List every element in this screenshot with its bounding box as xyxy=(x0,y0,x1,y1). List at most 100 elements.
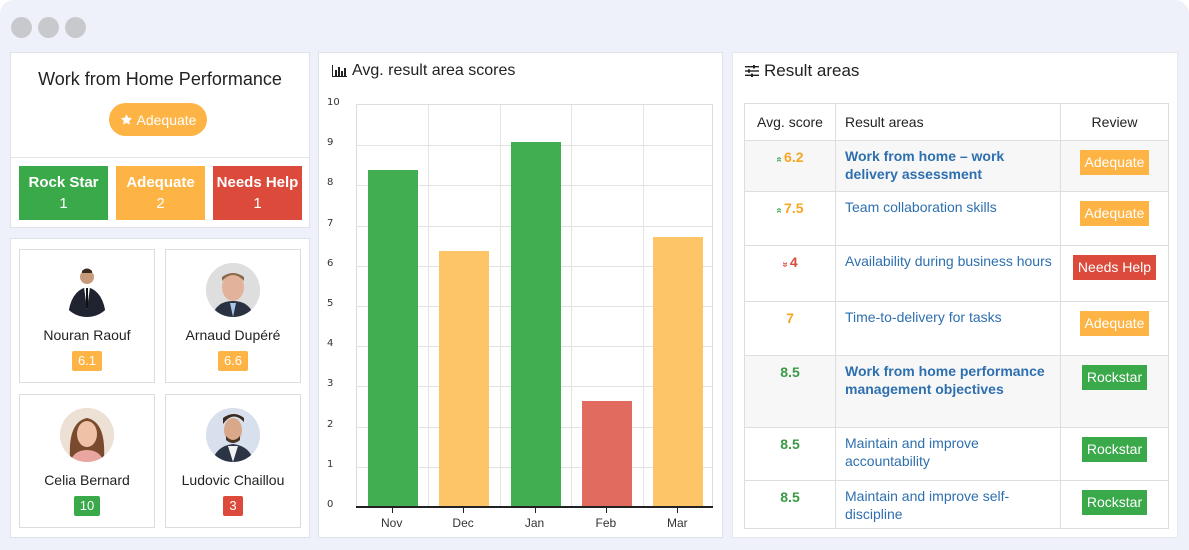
review-badge[interactable]: Rockstar xyxy=(1081,365,1148,390)
counter-value: 1 xyxy=(253,195,262,212)
y-tick-label: 7 xyxy=(327,217,334,229)
rating-counters: Rock Star 1 Adequate 2 Needs Help 1 xyxy=(19,166,302,220)
summary-panel: Work from Home Performance Adequate Rock… xyxy=(10,52,310,228)
y-tick-label: 5 xyxy=(327,298,334,309)
person-name: Nouran Raouf xyxy=(43,327,131,343)
avatar xyxy=(60,263,114,317)
gridline xyxy=(428,105,430,506)
counter-needs-help[interactable]: Needs Help 1 xyxy=(213,166,302,220)
y-tick-label: 4 xyxy=(327,338,334,350)
x-tick xyxy=(534,508,536,513)
y-tick-label: 6 xyxy=(327,257,334,269)
result-area-link[interactable]: Availability during business hours xyxy=(835,245,1061,302)
result-area-link[interactable]: Maintain and improve self-discipline xyxy=(835,480,1061,529)
review-cell: Rockstar xyxy=(1060,427,1169,481)
x-tick-label: Jan xyxy=(524,516,545,530)
column-header-review[interactable]: Review xyxy=(1060,103,1169,141)
bar-feb[interactable] xyxy=(581,401,632,506)
column-header-result-areas[interactable]: Result areas xyxy=(835,103,1061,141)
counter-rock-star[interactable]: Rock Star 1 xyxy=(19,166,108,220)
review-badge[interactable]: Rockstar xyxy=(1081,437,1148,462)
result-areas-panel: Result areas Avg. score Result areas Rev… xyxy=(732,52,1178,538)
person-score-badge: 3 xyxy=(223,496,243,516)
avg-score-value: 6.2 xyxy=(784,149,804,165)
trend-up-icon: » xyxy=(773,156,785,163)
table-row[interactable]: »6.2 Work from home – work delivery asses… xyxy=(744,140,1169,192)
counter-adequate[interactable]: Adequate 2 xyxy=(116,166,205,220)
avg-score-cell: 8.5 xyxy=(744,480,836,529)
avg-score-cell: »6.2 xyxy=(744,140,836,192)
review-cell: Rockstar xyxy=(1060,355,1169,428)
table-row[interactable]: 7 Time-to-delivery for tasks Adequate xyxy=(744,301,1169,356)
result-area-link[interactable]: Maintain and improve accountability xyxy=(835,427,1061,481)
person-score-badge: 10 xyxy=(73,496,101,516)
counter-value: 1 xyxy=(59,195,68,212)
review-cell: Adequate xyxy=(1060,301,1169,356)
person-card[interactable]: Arnaud Dupéré 6.6 xyxy=(165,249,301,383)
bar-chart-icon xyxy=(332,65,347,77)
counter-label: Rock Star xyxy=(28,174,99,191)
review-badge[interactable]: Rockstar xyxy=(1081,490,1148,515)
window-dot-icon[interactable] xyxy=(65,17,86,38)
counter-label: Needs Help xyxy=(216,174,299,191)
table-row[interactable]: »4 Availability during business hours Need… xyxy=(744,245,1169,302)
window-dot-icon[interactable] xyxy=(38,17,59,38)
bar-mar[interactable] xyxy=(653,236,704,506)
counter-value: 2 xyxy=(156,195,165,212)
overall-rating-badge[interactable]: Adequate xyxy=(109,103,207,136)
review-cell: Rockstar xyxy=(1060,480,1169,529)
review-badge[interactable]: Adequate xyxy=(1079,201,1150,226)
person-card[interactable]: Celia Bernard 10 xyxy=(19,394,155,528)
chart-title-text: Avg. result area scores xyxy=(352,62,516,79)
x-tick-label: Mar xyxy=(666,516,688,530)
y-tick-label: 1 xyxy=(327,458,334,470)
avatar xyxy=(206,263,260,317)
star-icon xyxy=(120,114,132,125)
person-score-badge: 6.6 xyxy=(217,351,249,371)
avg-score-cell: »7.5 xyxy=(744,191,836,246)
avg-score-cell: 8.5 xyxy=(744,355,836,428)
x-tick xyxy=(463,508,465,513)
avg-score-value: 8.5 xyxy=(780,364,800,380)
avg-score-cell: »4 xyxy=(744,245,836,302)
x-tick xyxy=(677,508,679,513)
bar-dec[interactable] xyxy=(439,250,490,506)
review-cell: Adequate xyxy=(1060,191,1169,246)
trend-down-icon: » xyxy=(779,261,791,268)
person-name: Celia Bernard xyxy=(44,472,130,488)
avg-score-cell: 7 xyxy=(744,301,836,356)
window-controls xyxy=(11,17,86,38)
person-card[interactable]: Ludovic Chaillou 3 xyxy=(165,394,301,528)
x-tick-label: Feb xyxy=(595,516,617,530)
bar-jan[interactable] xyxy=(510,142,561,506)
chart-panel: Avg. result area scores 0 1 2 3 4 5 6 7 8 9 10 Nov… xyxy=(318,52,723,538)
window-dot-icon[interactable] xyxy=(11,17,32,38)
summary-title: Work from Home Performance xyxy=(38,69,282,89)
counter-label: Adequate xyxy=(126,174,195,191)
person-name: Ludovic Chaillou xyxy=(181,472,285,488)
review-badge[interactable]: Adequate xyxy=(1079,311,1150,336)
gridline xyxy=(571,105,573,506)
x-axis xyxy=(356,506,713,508)
result-area-link[interactable]: Work from home performance management ob… xyxy=(835,355,1061,428)
bar-nov[interactable] xyxy=(367,170,418,506)
result-area-link[interactable]: Team collaboration skills xyxy=(835,191,1061,246)
result-area-link[interactable]: Time-to-delivery for tasks xyxy=(835,301,1061,356)
x-tick-label: Nov xyxy=(381,516,403,530)
table-row[interactable]: »7.5 Team collaboration skills Adequate xyxy=(744,191,1169,246)
table-row[interactable]: 8.5 Maintain and improve accountability Ro… xyxy=(744,427,1169,481)
column-header-avg-score[interactable]: Avg. score xyxy=(744,103,836,141)
table-row[interactable]: 8.5 Maintain and improve self-discipline R… xyxy=(744,480,1169,529)
review-badge[interactable]: Needs Help xyxy=(1072,255,1157,280)
result-areas-title: Result areas xyxy=(745,61,859,81)
table-row[interactable]: 8.5 Work from home performance management… xyxy=(744,355,1169,428)
trend-up-icon: » xyxy=(773,207,785,214)
avg-score-cell: 8.5 xyxy=(744,427,836,481)
result-area-link[interactable]: Work from home – work delivery assessmen… xyxy=(835,140,1061,192)
review-badge[interactable]: Adequate xyxy=(1079,150,1150,175)
x-tick xyxy=(605,508,607,513)
person-card[interactable]: Nouran Raouf 6.1 xyxy=(19,249,155,383)
sliders-icon xyxy=(745,65,759,77)
avg-score-value: 8.5 xyxy=(780,436,800,452)
